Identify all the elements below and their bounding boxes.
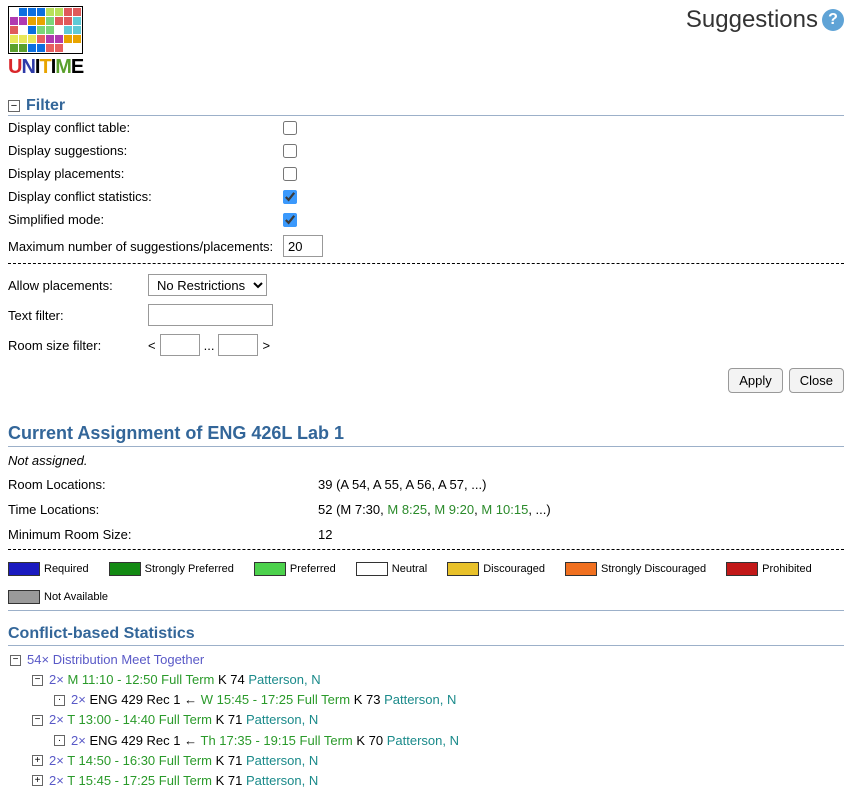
- tree-toggle[interactable]: −: [10, 655, 21, 666]
- time-loc-prefix: 52 (M 7:30,: [318, 502, 387, 517]
- legend-swatch: [254, 562, 286, 576]
- filter-heading: Filter: [26, 97, 65, 115]
- filter-label-2: Display placements:: [8, 166, 283, 181]
- legend-swatch: [8, 562, 40, 576]
- legend-label: Strongly Discouraged: [601, 563, 706, 575]
- room-size-gt: >: [262, 338, 270, 353]
- legend-label: Preferred: [290, 563, 336, 575]
- filter-checkbox-1[interactable]: [283, 144, 297, 158]
- room-size-lt: <: [148, 338, 156, 353]
- time-locations-value: 52 (M 7:30, M 8:25, M 9:20, M 10:15, ...…: [318, 502, 551, 517]
- allow-placements-label: Allow placements:: [8, 278, 148, 293]
- legend-item: Strongly Preferred: [109, 562, 234, 576]
- help-icon[interactable]: ?: [822, 9, 844, 31]
- max-suggestions-input[interactable]: [283, 235, 323, 257]
- legend-item: Preferred: [254, 562, 336, 576]
- legend-item: Discouraged: [447, 562, 545, 576]
- legend-swatch: [447, 562, 479, 576]
- min-room-size-value: 12: [318, 527, 332, 542]
- tree-toggle[interactable]: −: [32, 715, 43, 726]
- logo-text: UNITIME: [8, 56, 83, 79]
- legend-label: Required: [44, 563, 89, 575]
- legend-item: Required: [8, 562, 89, 576]
- legend-item: Not Available: [8, 590, 108, 604]
- tree-toggle[interactable]: +: [32, 755, 43, 766]
- allow-placements-select[interactable]: No Restrictions: [148, 274, 267, 296]
- legend-label: Strongly Preferred: [145, 563, 234, 575]
- unitime-logo: UNITIME: [8, 6, 83, 79]
- room-size-filter-label: Room size filter:: [8, 338, 148, 353]
- tree-node[interactable]: 2× M 11:10 - 12:50 Full Term K 74 Patter…: [49, 670, 321, 690]
- tree-toggle[interactable]: ·: [54, 695, 65, 706]
- room-size-min-input[interactable]: [160, 334, 200, 356]
- tree-toggle[interactable]: +: [32, 775, 43, 786]
- filter-checkbox-2[interactable]: [283, 167, 297, 181]
- page-title: Suggestions: [686, 6, 818, 34]
- text-filter-input[interactable]: [148, 304, 273, 326]
- tree-node[interactable]: 2× T 15:45 - 17:25 Full Term K 71 Patter…: [49, 771, 318, 791]
- cbs-heading: Conflict-based Statistics: [8, 625, 844, 646]
- filter-collapse-toggle[interactable]: −: [8, 100, 20, 112]
- time-locations-label: Time Locations:: [8, 502, 318, 517]
- min-room-size-label: Minimum Room Size:: [8, 527, 318, 542]
- legend-separator: [8, 549, 844, 550]
- filter-label-4: Simplified mode:: [8, 212, 283, 227]
- legend-swatch: [109, 562, 141, 576]
- room-locations-label: Room Locations:: [8, 477, 318, 492]
- filter-label-3: Display conflict statistics:: [8, 189, 283, 204]
- tree-node[interactable]: 2× T 14:50 - 16:30 Full Term K 71 Patter…: [49, 751, 318, 771]
- filter-checkbox-3[interactable]: [283, 190, 297, 204]
- assignment-status: Not assigned.: [8, 447, 844, 472]
- legend-item: Prohibited: [726, 562, 812, 576]
- tree-child[interactable]: 2× ENG 429 Rec 1 ← Th 17:35 - 19:15 Full…: [71, 731, 459, 751]
- filter-label-1: Display suggestions:: [8, 143, 283, 158]
- tree-toggle[interactable]: ·: [54, 735, 65, 746]
- legend-swatch: [565, 562, 597, 576]
- legend-swatch: [8, 590, 40, 604]
- time-link[interactable]: M 8:25: [387, 502, 427, 517]
- room-size-sep: ...: [204, 338, 215, 353]
- text-filter-label: Text filter:: [8, 308, 148, 323]
- filter-checkbox-0[interactable]: [283, 121, 297, 135]
- filter-label-0: Display conflict table:: [8, 120, 283, 135]
- time-link[interactable]: M 10:15: [481, 502, 528, 517]
- max-suggestions-label: Maximum number of suggestions/placements…: [8, 239, 283, 254]
- assignment-heading: Current Assignment of ENG 426L Lab 1: [8, 423, 844, 447]
- tree-child[interactable]: 2× ENG 429 Rec 1 ← W 15:45 - 17:25 Full …: [71, 690, 456, 710]
- tree-node[interactable]: 2× T 13:00 - 14:40 Full Term K 71 Patter…: [49, 710, 318, 730]
- room-size-max-input[interactable]: [218, 334, 258, 356]
- legend-label: Prohibited: [762, 563, 812, 575]
- cbs-tree: −54× Distribution Meet Together−2× M 11:…: [8, 646, 844, 791]
- tree-toggle[interactable]: −: [32, 675, 43, 686]
- filter-checkbox-4[interactable]: [283, 213, 297, 227]
- time-link[interactable]: M 9:20: [434, 502, 474, 517]
- legend-label: Neutral: [392, 563, 427, 575]
- filter-separator: [8, 263, 844, 264]
- logo-grid: [8, 6, 83, 54]
- time-loc-suffix: , ...): [528, 502, 550, 517]
- preference-legend: Required Strongly Preferred Preferred Neutr…: [8, 556, 844, 611]
- legend-item: Neutral: [356, 562, 427, 576]
- legend-swatch: [356, 562, 388, 576]
- legend-item: Strongly Discouraged: [565, 562, 706, 576]
- legend-swatch: [726, 562, 758, 576]
- apply-button[interactable]: Apply: [728, 368, 783, 393]
- tree-root[interactable]: 54× Distribution Meet Together: [27, 650, 204, 670]
- close-button[interactable]: Close: [789, 368, 844, 393]
- legend-label: Discouraged: [483, 563, 545, 575]
- room-locations-value: 39 (A 54, A 55, A 56, A 57, ...): [318, 477, 486, 492]
- legend-label: Not Available: [44, 591, 108, 603]
